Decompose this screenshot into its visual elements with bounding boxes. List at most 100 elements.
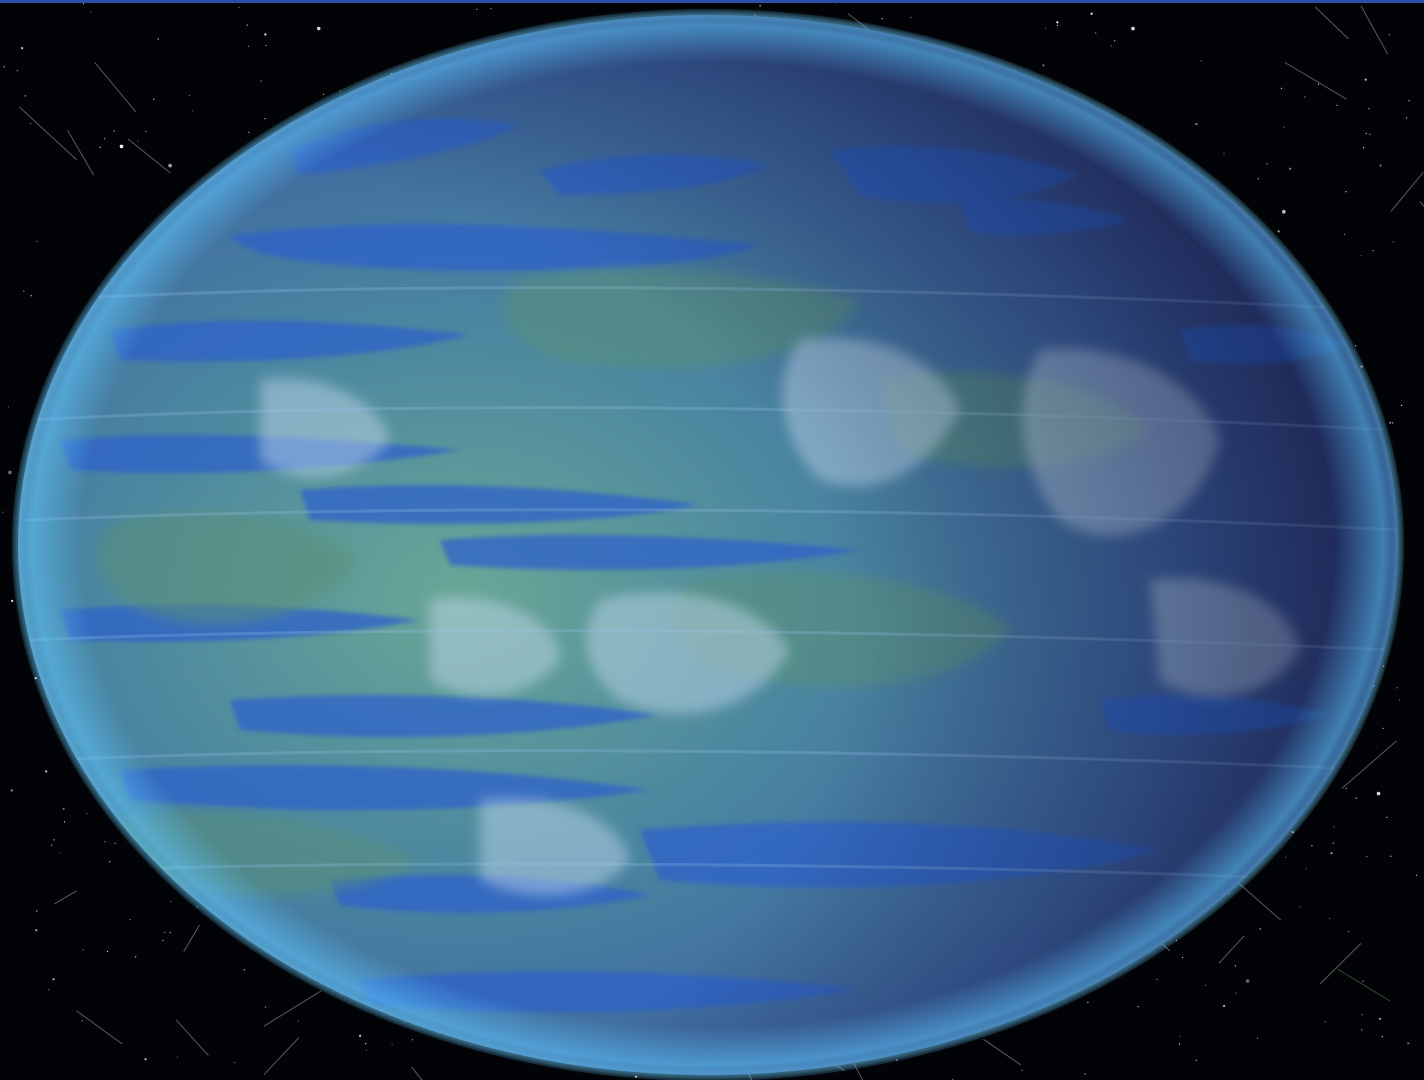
star	[169, 931, 171, 934]
star	[1045, 27, 1047, 29]
planet	[12, 9, 1404, 1080]
star	[1345, 787, 1347, 789]
star	[1362, 980, 1364, 982]
star	[1156, 978, 1158, 981]
star	[1234, 965, 1236, 967]
star-streak	[67, 129, 95, 176]
star	[35, 929, 38, 932]
star	[411, 1039, 414, 1041]
star	[99, 146, 101, 148]
star	[104, 138, 106, 140]
star	[62, 807, 65, 811]
star	[1329, 918, 1331, 920]
star	[1304, 96, 1306, 98]
star	[1285, 856, 1287, 858]
star	[176, 1056, 179, 1058]
star	[1355, 797, 1357, 799]
star	[1336, 104, 1338, 106]
star	[1178, 1043, 1180, 1045]
star	[490, 8, 492, 10]
star	[114, 842, 116, 844]
star	[53, 839, 55, 841]
star	[391, 1044, 393, 1046]
star	[881, 18, 883, 20]
star	[8, 470, 12, 475]
star	[51, 844, 53, 846]
star-streak	[1419, 201, 1424, 207]
star	[248, 45, 250, 47]
star	[1382, 727, 1384, 729]
star	[157, 38, 159, 40]
star	[1386, 816, 1388, 819]
star	[1317, 83, 1320, 85]
star	[359, 1034, 362, 1037]
star	[1362, 147, 1365, 149]
star-streak	[983, 1038, 1022, 1066]
star	[1311, 845, 1313, 847]
star	[1405, 117, 1408, 119]
star-streak	[1284, 62, 1347, 100]
star	[164, 931, 166, 934]
star	[1195, 1059, 1197, 1061]
star	[153, 98, 155, 100]
star	[1223, 1004, 1226, 1008]
star	[36, 910, 38, 912]
star	[36, 240, 38, 242]
star	[1379, 164, 1382, 167]
star-streak	[76, 1010, 123, 1045]
star	[1324, 1021, 1326, 1023]
star-streak	[1360, 5, 1389, 55]
star	[82, 949, 84, 951]
star	[1348, 931, 1350, 933]
star	[52, 978, 55, 981]
star	[1282, 209, 1286, 214]
top-edge-strip	[0, 0, 1424, 3]
star	[1388, 34, 1390, 36]
star	[144, 1058, 147, 1061]
star	[246, 24, 248, 26]
star	[10, 789, 13, 792]
star	[1407, 1042, 1410, 1045]
star	[1095, 32, 1097, 34]
star	[1021, 1069, 1023, 1071]
star	[1390, 855, 1392, 857]
star-streak	[1314, 6, 1349, 40]
star	[23, 290, 25, 292]
star	[48, 989, 50, 991]
star	[264, 118, 266, 120]
star	[129, 919, 131, 921]
star	[21, 47, 24, 50]
star-streak	[54, 890, 77, 905]
star	[1396, 687, 1398, 689]
star	[248, 131, 250, 133]
star	[1179, 1035, 1181, 1037]
star	[234, 1061, 236, 1064]
star	[1056, 21, 1059, 24]
star	[1381, 1036, 1383, 1038]
star	[1277, 230, 1280, 233]
star-streak	[175, 1019, 209, 1056]
star	[260, 80, 262, 82]
star	[1330, 852, 1333, 855]
star	[168, 163, 172, 168]
star	[1344, 233, 1346, 235]
star	[104, 841, 106, 843]
star	[1257, 178, 1259, 180]
star	[1131, 26, 1135, 31]
star	[243, 969, 245, 971]
star	[1372, 250, 1374, 252]
star-streak	[183, 924, 200, 952]
star	[238, 7, 240, 9]
star	[1223, 153, 1225, 155]
star	[316, 26, 321, 31]
star	[1299, 906, 1301, 908]
star-streak	[1337, 968, 1391, 1002]
star	[137, 140, 139, 142]
star	[113, 130, 115, 132]
star-streak	[263, 1037, 300, 1076]
star	[1137, 1006, 1139, 1008]
star	[476, 8, 478, 10]
star	[1204, 984, 1207, 987]
star	[86, 812, 88, 814]
